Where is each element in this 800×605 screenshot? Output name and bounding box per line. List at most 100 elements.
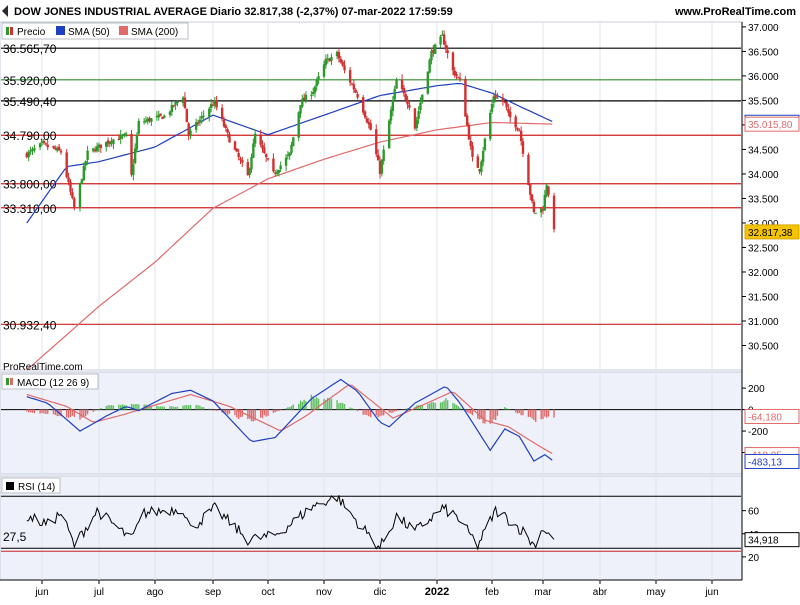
candle[interactable] — [248, 167, 251, 179]
macd-line[interactable] — [26, 378, 553, 462]
legend-item-sma-200[interactable]: SMA (200) — [119, 26, 178, 38]
candle[interactable] — [317, 72, 320, 85]
candle[interactable] — [439, 34, 442, 48]
sma-200-line[interactable] — [26, 121, 553, 371]
rsi-line[interactable] — [26, 495, 555, 551]
candle[interactable] — [458, 72, 462, 82]
candle[interactable] — [464, 76, 467, 117]
candle[interactable] — [67, 172, 70, 186]
candle[interactable] — [527, 152, 530, 186]
candle[interactable] — [155, 111, 159, 121]
candle[interactable] — [31, 146, 34, 155]
candle[interactable] — [378, 156, 382, 179]
candle[interactable] — [108, 140, 112, 148]
candle[interactable] — [432, 44, 435, 57]
candle[interactable] — [46, 139, 49, 151]
candle[interactable] — [159, 113, 162, 117]
candle[interactable] — [330, 53, 333, 66]
candle[interactable] — [250, 153, 253, 173]
candle[interactable] — [235, 147, 239, 153]
candle[interactable] — [185, 108, 189, 123]
candle[interactable] — [391, 96, 395, 117]
candle[interactable] — [406, 95, 409, 110]
candle[interactable] — [465, 113, 469, 127]
candle[interactable] — [132, 159, 135, 181]
candle[interactable] — [233, 140, 237, 151]
candle[interactable] — [404, 91, 407, 103]
candle[interactable] — [86, 145, 89, 165]
candle[interactable] — [142, 117, 146, 125]
legend-item-precio[interactable]: Precio — [6, 27, 46, 38]
candle[interactable] — [170, 101, 174, 117]
candle[interactable] — [124, 131, 128, 138]
candle[interactable] — [172, 104, 175, 108]
candle[interactable] — [480, 159, 483, 176]
candle[interactable] — [375, 124, 378, 158]
candle[interactable] — [380, 158, 384, 177]
candle[interactable] — [297, 111, 300, 142]
candle[interactable] — [224, 123, 228, 132]
candle[interactable] — [44, 142, 47, 146]
candle[interactable] — [137, 118, 140, 135]
candle[interactable] — [226, 127, 229, 138]
candle[interactable] — [417, 106, 420, 125]
candle[interactable] — [430, 47, 433, 65]
candle[interactable] — [313, 85, 317, 98]
candle[interactable] — [80, 178, 84, 184]
candle[interactable] — [202, 110, 205, 122]
candle[interactable] — [304, 91, 308, 104]
candle[interactable] — [148, 116, 151, 123]
candle[interactable] — [198, 116, 202, 127]
candle[interactable] — [518, 128, 521, 132]
candle[interactable] — [337, 49, 341, 63]
candle[interactable] — [194, 118, 198, 133]
candle[interactable] — [365, 115, 369, 124]
candle[interactable] — [324, 54, 328, 69]
candle[interactable] — [275, 169, 279, 176]
candle[interactable] — [451, 51, 455, 76]
candle[interactable] — [543, 189, 547, 211]
candle[interactable] — [228, 131, 231, 143]
candle[interactable] — [552, 192, 556, 233]
candle[interactable] — [534, 212, 537, 215]
candle[interactable] — [494, 90, 497, 103]
candle[interactable] — [174, 101, 177, 111]
candle[interactable] — [455, 71, 458, 80]
macd-legend[interactable]: MACD (12 26 9) — [1, 373, 99, 390]
candle[interactable] — [42, 138, 46, 145]
candle[interactable] — [69, 179, 72, 196]
collapse-arrow-icon[interactable] — [2, 5, 8, 17]
candle[interactable] — [237, 148, 240, 161]
candle[interactable] — [181, 95, 185, 107]
candle[interactable] — [421, 94, 424, 104]
candle[interactable] — [213, 97, 217, 109]
candle[interactable] — [27, 149, 30, 162]
candle[interactable] — [59, 148, 63, 155]
candle[interactable] — [433, 43, 437, 55]
candle[interactable] — [286, 151, 290, 160]
candle[interactable] — [532, 199, 536, 214]
candle[interactable] — [200, 111, 203, 124]
candle[interactable] — [135, 132, 139, 153]
candle[interactable] — [441, 30, 444, 36]
candle[interactable] — [326, 53, 329, 64]
candle[interactable] — [263, 142, 266, 155]
candle[interactable] — [369, 119, 372, 131]
candle[interactable] — [117, 134, 121, 141]
candle[interactable] — [302, 93, 306, 101]
candle[interactable] — [112, 138, 115, 150]
candle[interactable] — [413, 107, 417, 131]
candle[interactable] — [446, 45, 449, 59]
candle[interactable] — [402, 84, 406, 97]
candle[interactable] — [189, 128, 192, 140]
candle[interactable] — [354, 87, 357, 94]
candle[interactable] — [352, 79, 356, 93]
candle[interactable] — [469, 135, 472, 150]
candle[interactable] — [73, 196, 76, 211]
candle[interactable] — [444, 40, 448, 54]
candle[interactable] — [362, 94, 365, 116]
candle[interactable] — [253, 129, 257, 148]
candle[interactable] — [94, 146, 97, 153]
candle[interactable] — [187, 122, 190, 141]
candle[interactable] — [376, 149, 380, 161]
